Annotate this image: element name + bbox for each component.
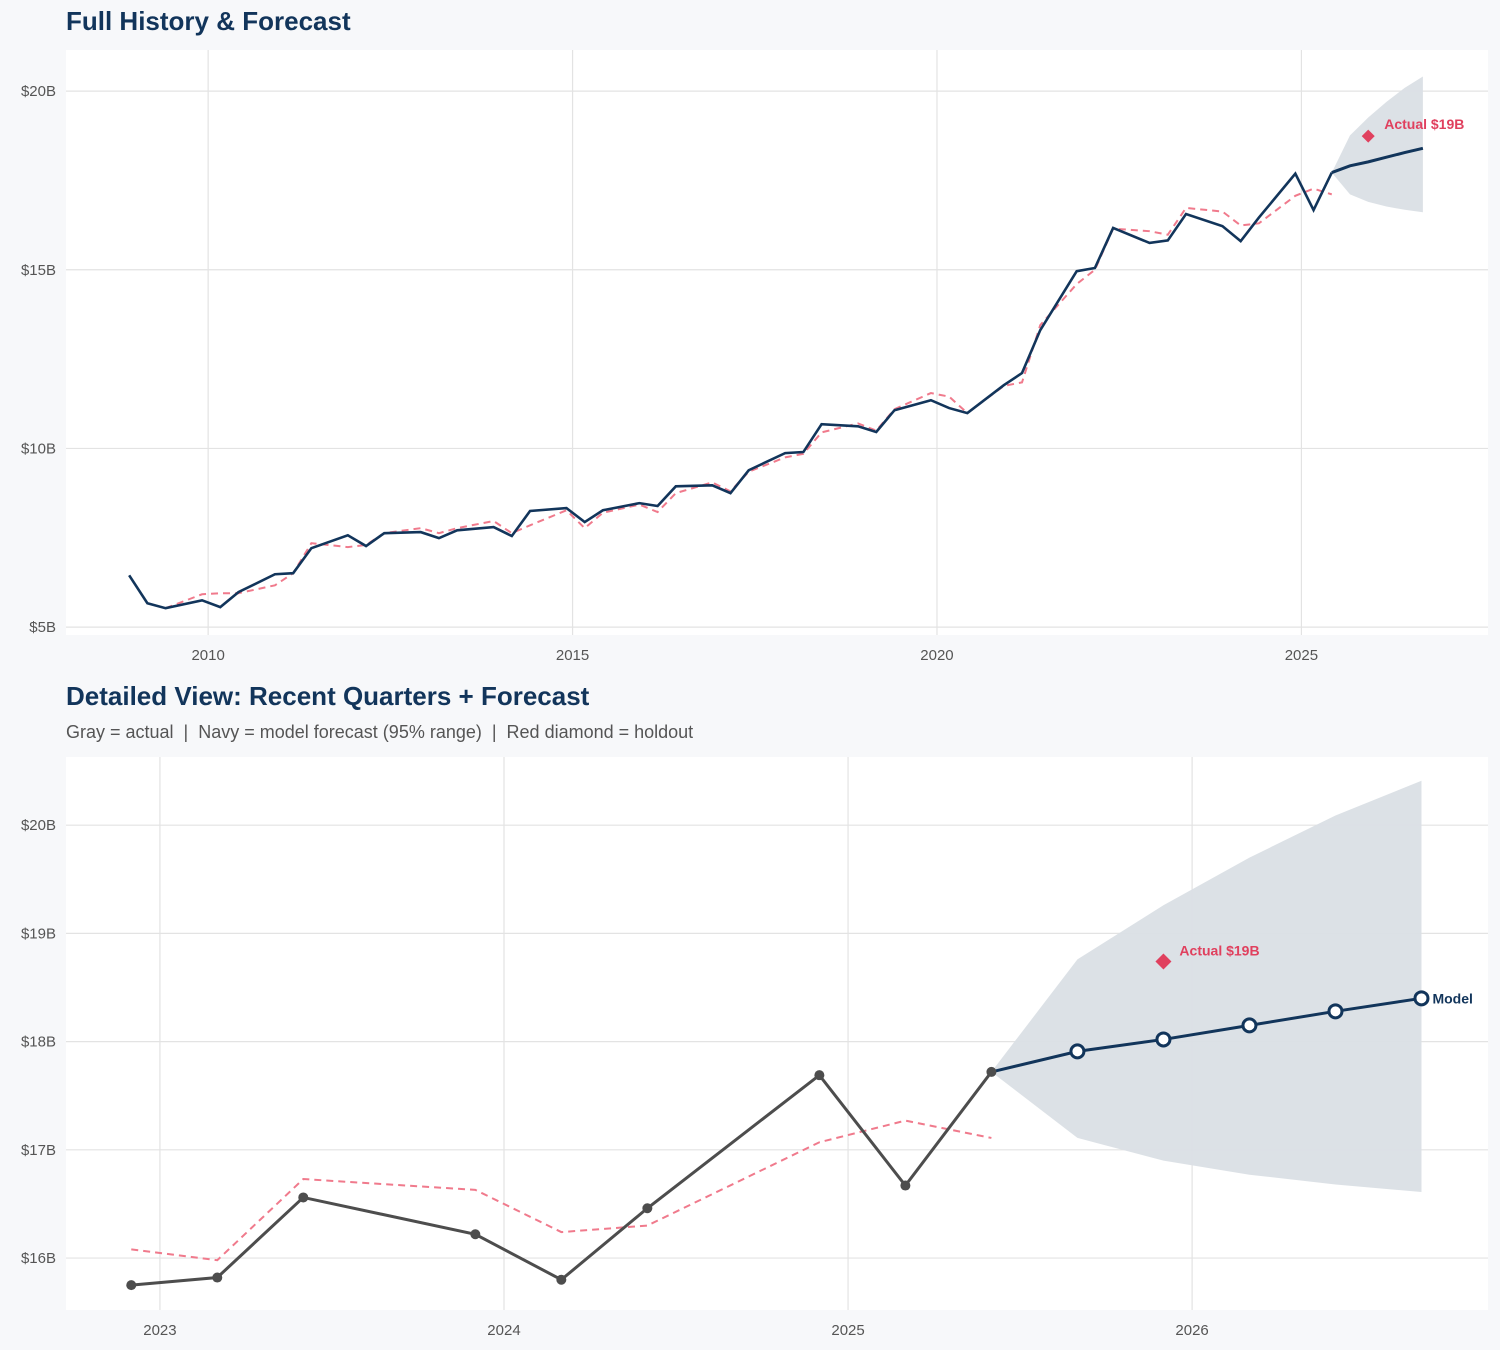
holdout-label: Actual $19B [1179, 943, 1259, 959]
actual-point [642, 1203, 653, 1214]
actual-point [986, 1066, 997, 1077]
history-chart-title: Full History & Forecast [66, 6, 351, 36]
history-forecast-chart: $5B $10B $15B $20B 2010 2015 2020 2025 Actual $1… [21, 50, 1488, 664]
x-tick-label: 2010 [191, 647, 224, 664]
fitted-line [165, 187, 1333, 610]
y-tick-label: $20B [21, 817, 56, 834]
plot-area [66, 50, 1488, 635]
actual-point [814, 1070, 825, 1081]
y-tick-label: $5B [29, 619, 56, 636]
forecast-point [1413, 990, 1430, 1007]
holdout-label: Actual $19B [1384, 116, 1464, 132]
x-tick-label: 2020 [920, 647, 953, 664]
forecast-point [1155, 1031, 1172, 1048]
y-tick-label: $16B [21, 1250, 56, 1267]
x-tick-label: 2025 [831, 1322, 864, 1339]
actual-point [556, 1274, 567, 1285]
x-tick-label: 2024 [487, 1322, 520, 1339]
actual-point [470, 1229, 481, 1240]
detail-chart-subtitle: Gray = actual | Navy = model forecast (9… [66, 722, 694, 742]
y-tick-label: $20B [21, 83, 56, 100]
actual-point [900, 1180, 911, 1191]
fitted-line [131, 1119, 992, 1262]
y-tick-label: $19B [21, 925, 56, 942]
x-tick-label: 2015 [556, 647, 589, 664]
actual-line [128, 171, 1333, 610]
forecast-95-band [991, 780, 1422, 1193]
holdout-diamond [1155, 953, 1172, 970]
forecast-line [1331, 146, 1424, 174]
holdout-diamond [1361, 129, 1375, 143]
forecast-point [1327, 1003, 1344, 1020]
forecast-line [991, 996, 1422, 1074]
actual-point [298, 1192, 309, 1203]
y-tick-label: $17B [21, 1142, 56, 1159]
forecast-point [1069, 1043, 1086, 1060]
forecast-95-band [1331, 76, 1423, 213]
x-tick-label: 2025 [1285, 647, 1318, 664]
detail-chart-title: Detailed View: Recent Quarters + Forecas… [66, 681, 590, 711]
actual-point [212, 1272, 223, 1283]
actual-point [126, 1280, 137, 1291]
x-tick-label: 2026 [1175, 1322, 1208, 1339]
y-tick-label: $10B [21, 440, 56, 457]
x-tick-label: 2023 [143, 1322, 176, 1339]
forecast-series-label: Model [1432, 990, 1472, 1006]
forecast-point [1241, 1017, 1258, 1034]
y-tick-label: $15B [21, 262, 56, 279]
y-tick-label: $18B [21, 1034, 56, 1051]
